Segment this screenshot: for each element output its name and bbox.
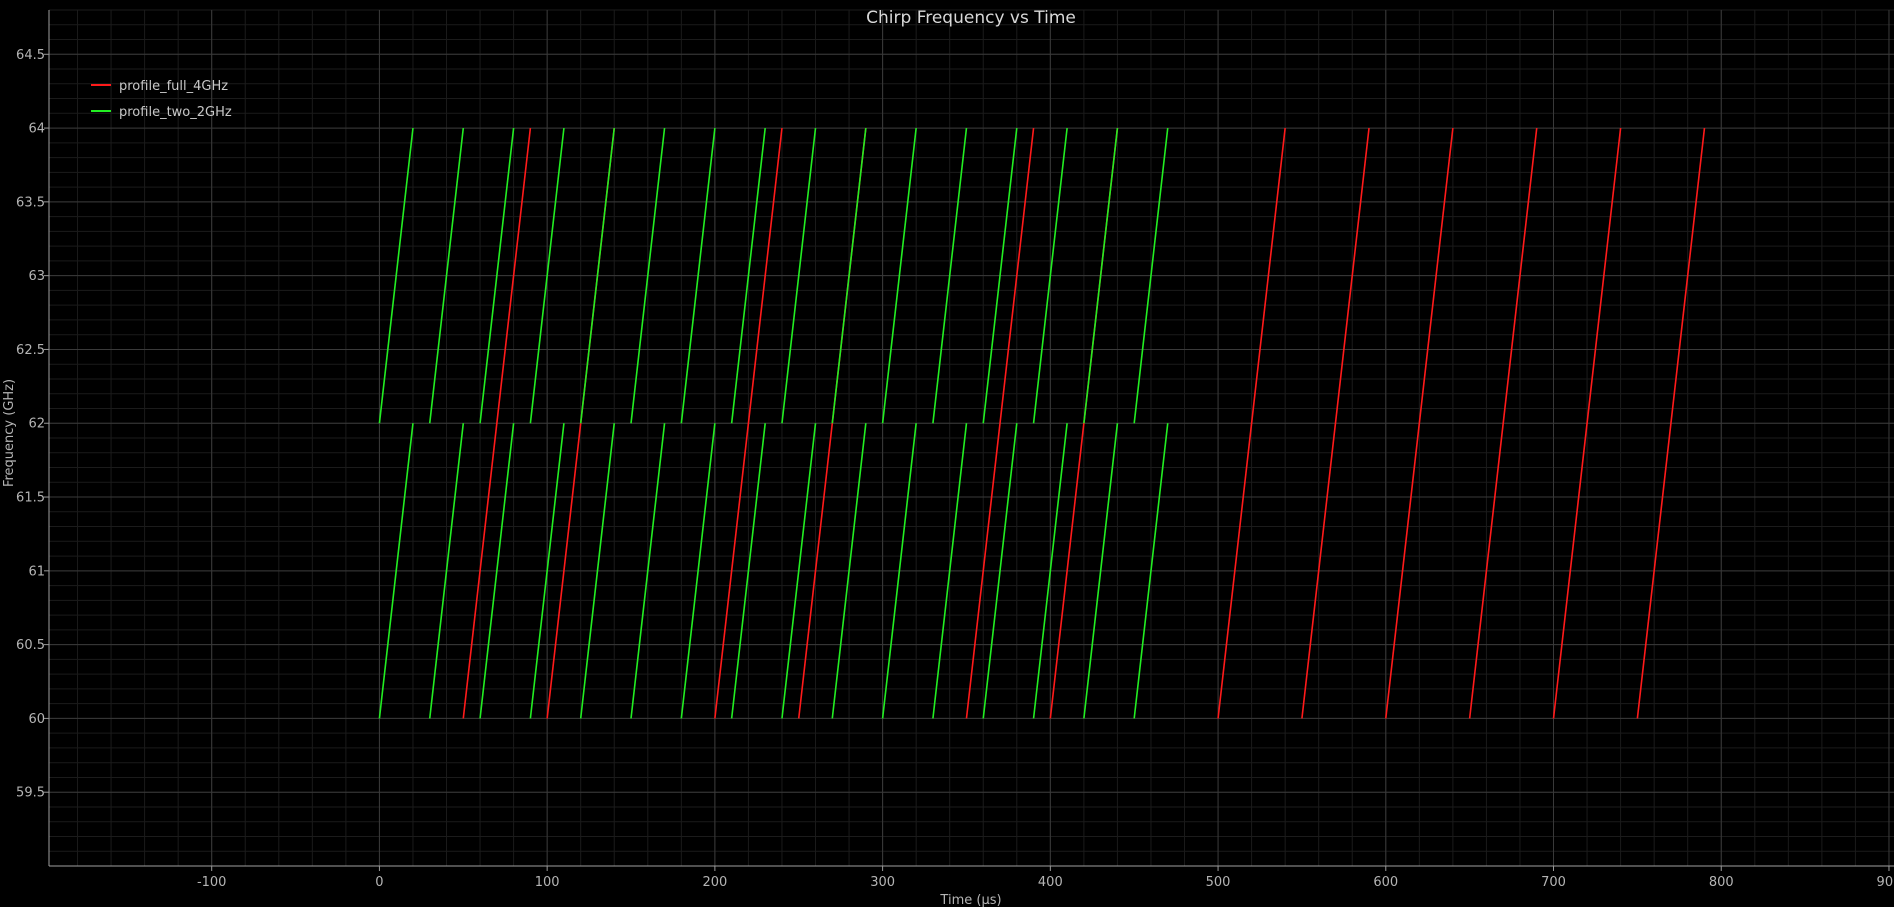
chirp-segment xyxy=(1032,423,1068,719)
y-axis-label: Frequency (GHz) xyxy=(2,379,17,487)
chirp-segment xyxy=(529,127,565,424)
legend: profile_full_4GHz profile_two_2GHz xyxy=(91,79,232,120)
legend-label: profile_two_2GHz xyxy=(119,105,232,120)
x-tick-label: 500 xyxy=(1206,875,1231,890)
x-tick-label: 900 xyxy=(1877,875,1894,890)
chirp-segment xyxy=(1083,127,1119,424)
chirp-segment xyxy=(462,127,532,719)
x-tick-label: 100 xyxy=(535,875,560,890)
y-tick-label: 61 xyxy=(28,564,45,579)
chirp-segment xyxy=(680,423,716,719)
chirp-segment xyxy=(730,423,766,719)
chirp-segment xyxy=(1636,127,1706,719)
y-tick-label: 60 xyxy=(28,712,45,727)
chirp-segment xyxy=(982,127,1018,424)
chirp-segment xyxy=(1083,423,1119,719)
x-tick-label: -100 xyxy=(197,875,227,890)
chirp-segment xyxy=(932,423,968,719)
chirp-segment xyxy=(630,423,666,719)
chirp-segment xyxy=(579,127,616,424)
chirp-segment xyxy=(479,127,515,424)
x-axis-label: Time (µs) xyxy=(939,893,1001,907)
chirp-segment xyxy=(781,127,817,424)
chirp-segment xyxy=(881,127,917,424)
x-tick-label: 400 xyxy=(1038,875,1063,890)
chirp-segment xyxy=(982,423,1018,719)
y-tick-label: 64 xyxy=(28,122,45,137)
x-tick-label: 600 xyxy=(1373,875,1398,890)
y-tick-label: 62 xyxy=(28,417,45,432)
x-tick-label: 800 xyxy=(1709,875,1734,890)
y-tick-label: 64.5 xyxy=(16,48,45,63)
chirp-segment xyxy=(378,127,414,424)
chirp-segment xyxy=(479,423,515,719)
y-tick-label: 62.5 xyxy=(16,343,45,358)
chirp-segment xyxy=(1552,127,1622,719)
chirp-segment xyxy=(1217,127,1286,719)
chirp-segment xyxy=(730,127,766,424)
chirp-segment xyxy=(579,423,616,719)
chirp-segment xyxy=(378,423,414,719)
chart-title: Chirp Frequency vs Time xyxy=(866,8,1076,28)
axes xyxy=(48,10,1894,867)
y-tick-label: 60.5 xyxy=(16,638,45,653)
tick-labels: -100 0 100 200 300 400 500 600 700 800 900 59.5 60 60… xyxy=(16,48,1894,890)
chirp-segment xyxy=(1133,423,1169,719)
major-grid xyxy=(49,10,1894,866)
legend-label: profile_full_4GHz xyxy=(119,79,228,94)
chirp-segment xyxy=(680,127,716,424)
y-tick-label: 59.5 xyxy=(16,786,45,801)
chirp-segment xyxy=(932,127,968,424)
chirp-segment xyxy=(831,423,867,719)
chirp-segment xyxy=(714,127,783,719)
series-profile_two_2GHz xyxy=(378,127,1169,719)
x-tick-label: 200 xyxy=(702,875,727,890)
chirp-segment xyxy=(781,423,817,719)
chirp-segment xyxy=(630,127,666,424)
chirp-segment xyxy=(1032,127,1068,424)
chirp-segment xyxy=(1301,127,1370,719)
x-tick-label: 300 xyxy=(870,875,895,890)
chirp-segment xyxy=(1133,127,1169,424)
chirp-segment xyxy=(1384,127,1454,719)
y-tick-label: 61.5 xyxy=(16,491,45,506)
chirp-segment xyxy=(965,127,1035,719)
chirp-segment xyxy=(881,423,917,719)
y-tick-label: 63 xyxy=(28,269,45,284)
chirp-segment xyxy=(831,127,867,424)
chirp-segment xyxy=(529,423,565,719)
chirp-segment xyxy=(1468,127,1538,719)
x-tick-label: 0 xyxy=(375,875,383,890)
chirp-segment xyxy=(428,423,465,719)
chirp-segment xyxy=(428,127,465,424)
x-tick-label: 700 xyxy=(1541,875,1566,890)
y-tick-label: 63.5 xyxy=(16,195,45,210)
series-layer xyxy=(378,127,1706,719)
